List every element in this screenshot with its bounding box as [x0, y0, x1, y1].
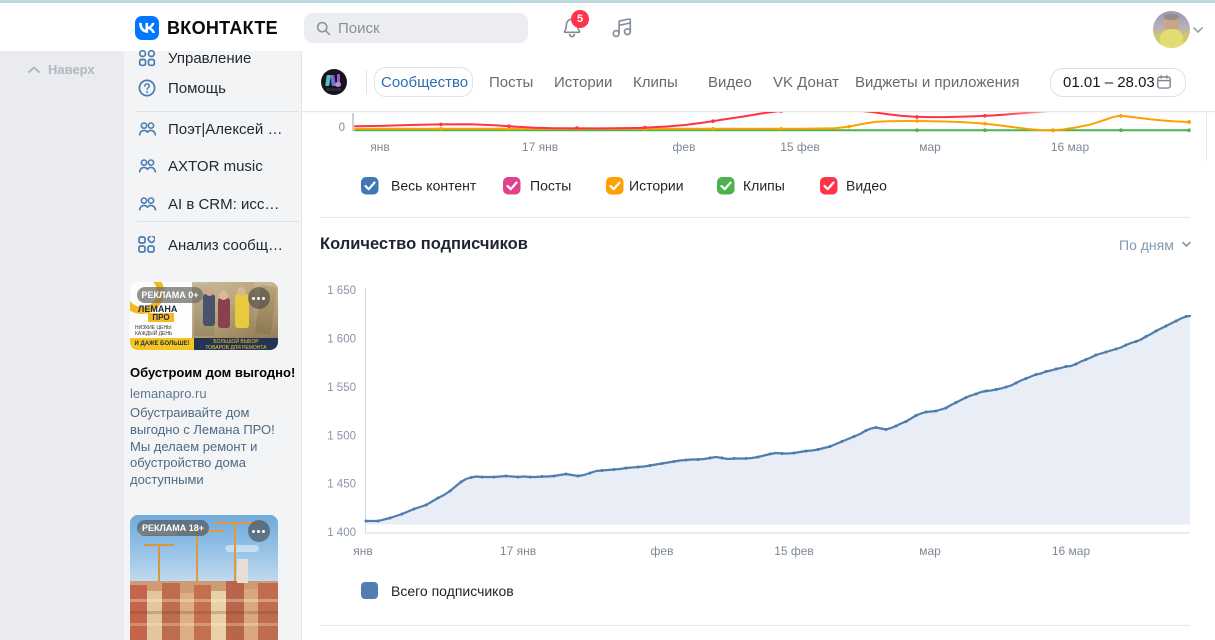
svg-text:Весь контент: Весь контент — [391, 178, 477, 194]
svg-text:Посты: Посты — [530, 178, 571, 194]
svg-text:16 мар: 16 мар — [1051, 140, 1090, 154]
svg-text:1 650: 1 650 — [327, 285, 356, 297]
svg-text:фев: фев — [673, 140, 696, 154]
svg-text:1 450: 1 450 — [327, 479, 356, 491]
svg-text:1 400: 1 400 — [327, 527, 356, 539]
svg-text:Видео: Видео — [846, 178, 887, 194]
svg-text:0: 0 — [339, 122, 345, 134]
svg-text:1 600: 1 600 — [327, 334, 356, 346]
svg-text:17 янв: 17 янв — [522, 140, 558, 154]
svg-text:мар: мар — [919, 544, 941, 558]
svg-text:1 500: 1 500 — [327, 431, 356, 443]
svg-text:Истории: Истории — [629, 178, 684, 194]
svg-text:янв: янв — [370, 140, 390, 154]
svg-text:мар: мар — [919, 140, 941, 154]
svg-text:фев: фев — [651, 544, 674, 558]
svg-text:Клипы: Клипы — [743, 178, 785, 194]
svg-text:1 550: 1 550 — [327, 382, 356, 394]
svg-text:16 мар: 16 мар — [1052, 544, 1091, 558]
svg-text:янв: янв — [353, 544, 373, 558]
svg-text:15 фев: 15 фев — [780, 140, 820, 154]
svg-text:15 фев: 15 фев — [774, 544, 814, 558]
svg-text:17 янв: 17 янв — [500, 544, 536, 558]
